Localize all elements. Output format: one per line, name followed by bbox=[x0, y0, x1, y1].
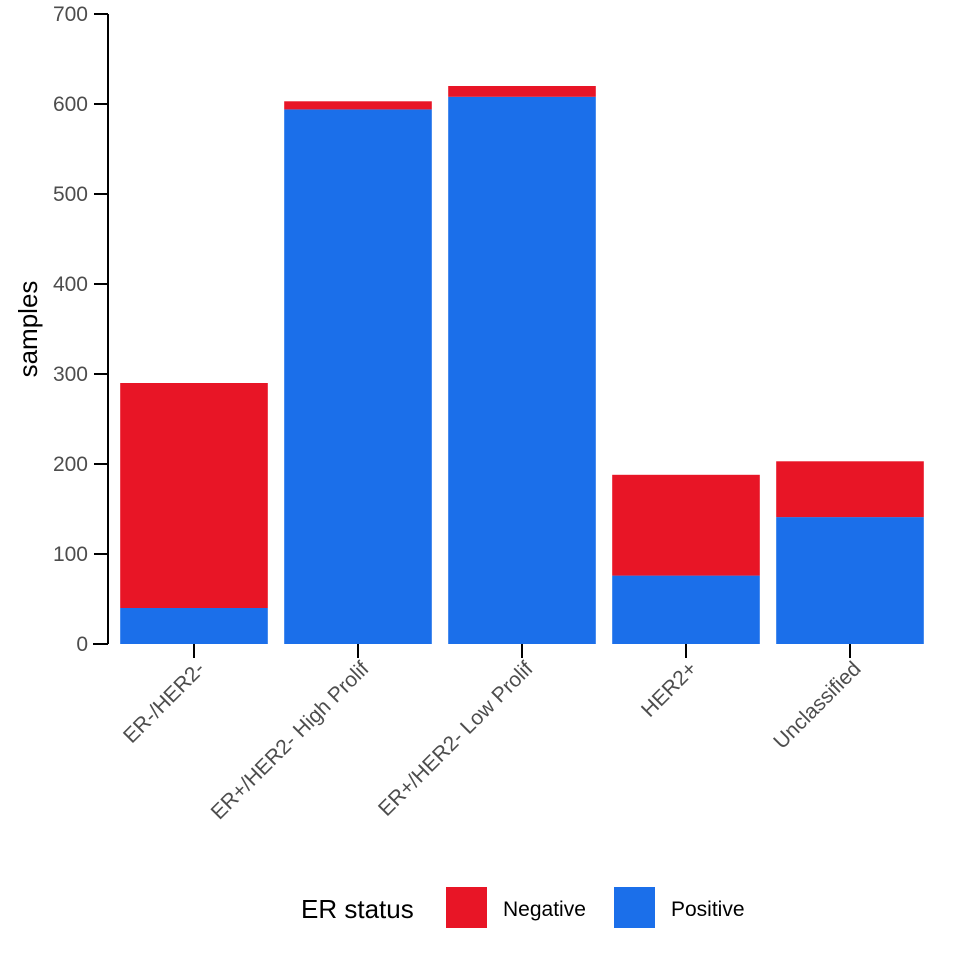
bars-layer bbox=[120, 86, 924, 645]
bar-negative-er-her2 bbox=[120, 383, 268, 608]
bar-positive-er-her2-low-prolif bbox=[448, 96, 596, 645]
bar-positive-unclassified bbox=[776, 517, 924, 644]
bar-positive-her2 bbox=[612, 575, 760, 644]
x-tick-label: ER-/HER2- bbox=[119, 657, 210, 748]
bar-negative-unclassified bbox=[776, 461, 924, 518]
y-tick-label: 200 bbox=[53, 453, 88, 476]
legend-label-negative: Negative bbox=[503, 898, 586, 921]
x-tick-label: Unclassified bbox=[769, 657, 865, 753]
x-tick-label: HER2+ bbox=[637, 657, 702, 722]
y-tick-label: 300 bbox=[53, 363, 88, 386]
bar-negative-er-her2-high-prolif bbox=[284, 101, 432, 110]
legend-label-positive: Positive bbox=[671, 898, 745, 921]
legend-swatch-positive bbox=[614, 887, 655, 928]
y-axis: 0 100 200 300 400 500 600 700 bbox=[53, 3, 109, 656]
y-tick-label: 700 bbox=[53, 3, 88, 26]
x-tick-label: ER+/HER2- High Prolif bbox=[207, 657, 374, 824]
y-tick-label: 400 bbox=[53, 273, 88, 296]
y-tick-label: 500 bbox=[53, 183, 88, 206]
legend-title: ER status bbox=[301, 894, 414, 924]
bar-positive-er-her2-high-prolif bbox=[284, 109, 432, 644]
bar-positive-er-her2 bbox=[120, 608, 268, 644]
x-tick-label: ER+/HER2- Low Prolif bbox=[374, 657, 538, 821]
y-tick-label: 0 bbox=[76, 633, 88, 656]
y-tick-label: 100 bbox=[53, 543, 88, 566]
bar-negative-her2 bbox=[612, 474, 760, 576]
x-axis: ER-/HER2-ER+/HER2- High Prolif ER+/HER2- … bbox=[93, 643, 866, 824]
legend-swatch-negative bbox=[446, 887, 487, 928]
y-axis-title: samples bbox=[13, 281, 43, 378]
legend: ER status Negative Positive bbox=[301, 887, 745, 928]
bar-negative-er-her2-low-prolif bbox=[448, 86, 596, 97]
y-tick-label: 600 bbox=[53, 93, 88, 116]
